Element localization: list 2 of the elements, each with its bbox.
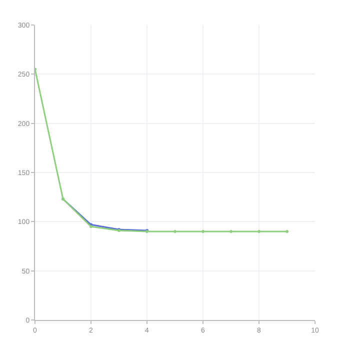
point	[286, 230, 288, 233]
line-series	[35, 68, 288, 233]
